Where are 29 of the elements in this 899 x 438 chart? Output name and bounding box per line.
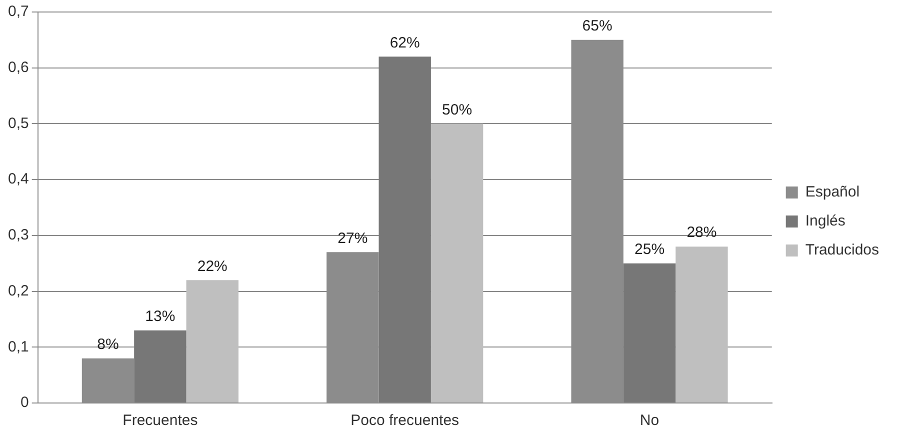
y-tick-label: 0,6 bbox=[8, 59, 29, 76]
bar bbox=[676, 246, 728, 402]
x-tick-label: Frecuentes bbox=[122, 412, 198, 430]
legend-label: Inglés bbox=[805, 212, 846, 230]
x-tick-label: No bbox=[640, 412, 660, 430]
y-tick-label: 0,3 bbox=[8, 226, 29, 244]
bar bbox=[378, 56, 431, 402]
bar bbox=[134, 330, 186, 402]
data-label: 22% bbox=[197, 258, 228, 275]
y-tick-label: 0,2 bbox=[8, 282, 29, 300]
legend-label: Traducidos bbox=[805, 242, 880, 259]
legend-label: Español bbox=[805, 184, 860, 201]
y-tick-label: 0,5 bbox=[8, 114, 29, 132]
y-tick-label: 0 bbox=[20, 394, 29, 412]
bar bbox=[430, 124, 484, 402]
data-label: 65% bbox=[582, 18, 612, 35]
y-tick-label: 0,4 bbox=[8, 170, 29, 188]
data-label: 25% bbox=[634, 241, 665, 258]
data-label: 8% bbox=[97, 336, 119, 353]
data-label: 62% bbox=[390, 34, 420, 52]
x-tick-label: Poco frecuentes bbox=[350, 412, 460, 430]
data-label: 27% bbox=[338, 230, 368, 247]
data-label: 50% bbox=[442, 101, 472, 118]
data-label: 28% bbox=[686, 224, 717, 242]
data-label: 13% bbox=[145, 308, 176, 326]
y-tick-label: 0,7 bbox=[8, 3, 29, 20]
bar bbox=[623, 263, 676, 402]
bar bbox=[186, 280, 238, 402]
y-tick-label: 0,1 bbox=[8, 338, 29, 356]
